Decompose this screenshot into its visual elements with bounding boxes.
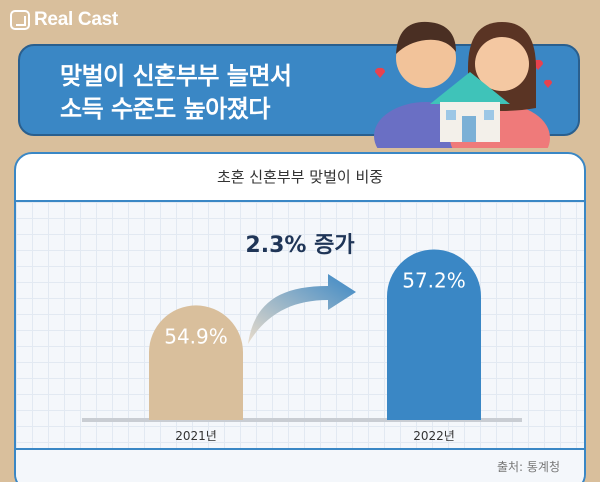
heart-icon <box>374 67 386 78</box>
chart-grid <box>16 202 584 448</box>
footer-area <box>16 450 584 482</box>
brand-logo: Real Cast <box>10 9 118 31</box>
headline-line-2: 소득 수준도 높아졌다 <box>60 95 270 123</box>
couple-house-illustration <box>374 21 553 148</box>
data-label: 57.2% <box>402 268 466 292</box>
increase-arrow-icon <box>248 274 356 344</box>
x-tick-label: 2022년 <box>413 429 455 443</box>
house-window <box>446 110 456 120</box>
heart-icon <box>543 79 553 88</box>
bar-chart: 2.3% 증가 54.9% 2021년 57.2% 2022년 <box>82 233 522 443</box>
man-hair <box>396 21 456 54</box>
woman-face <box>475 37 529 91</box>
house-window <box>484 110 494 120</box>
data-label: 54.9% <box>164 324 228 348</box>
logo-icon <box>10 10 30 30</box>
title-divider <box>16 200 584 202</box>
footer-divider <box>16 448 584 450</box>
headline: 맞벌이 신혼부부 늘면서 소득 수준도 높아졌다 <box>60 60 292 126</box>
source-note: 출처: 통계청 <box>496 460 560 474</box>
chart-panel: 초혼 신혼부부 맞벌이 비중 출처: 통계청 2.3% 증가 54.9% 2021… <box>14 152 586 482</box>
increase-annotation: 2.3% 증가 <box>245 233 354 258</box>
logo-text: Real Cast <box>34 9 118 30</box>
chart-title: 초혼 신혼부부 맞벌이 비중 <box>216 168 384 186</box>
house-door <box>462 116 476 142</box>
house-roof <box>430 72 510 104</box>
bar-2021년 <box>149 305 243 420</box>
headline-line-1: 맞벌이 신혼부부 늘면서 <box>60 62 292 90</box>
bars-group: 54.9% 2021년 57.2% 2022년 <box>149 249 481 443</box>
bar-2022년 <box>387 249 481 420</box>
x-tick-label: 2021년 <box>175 429 217 443</box>
